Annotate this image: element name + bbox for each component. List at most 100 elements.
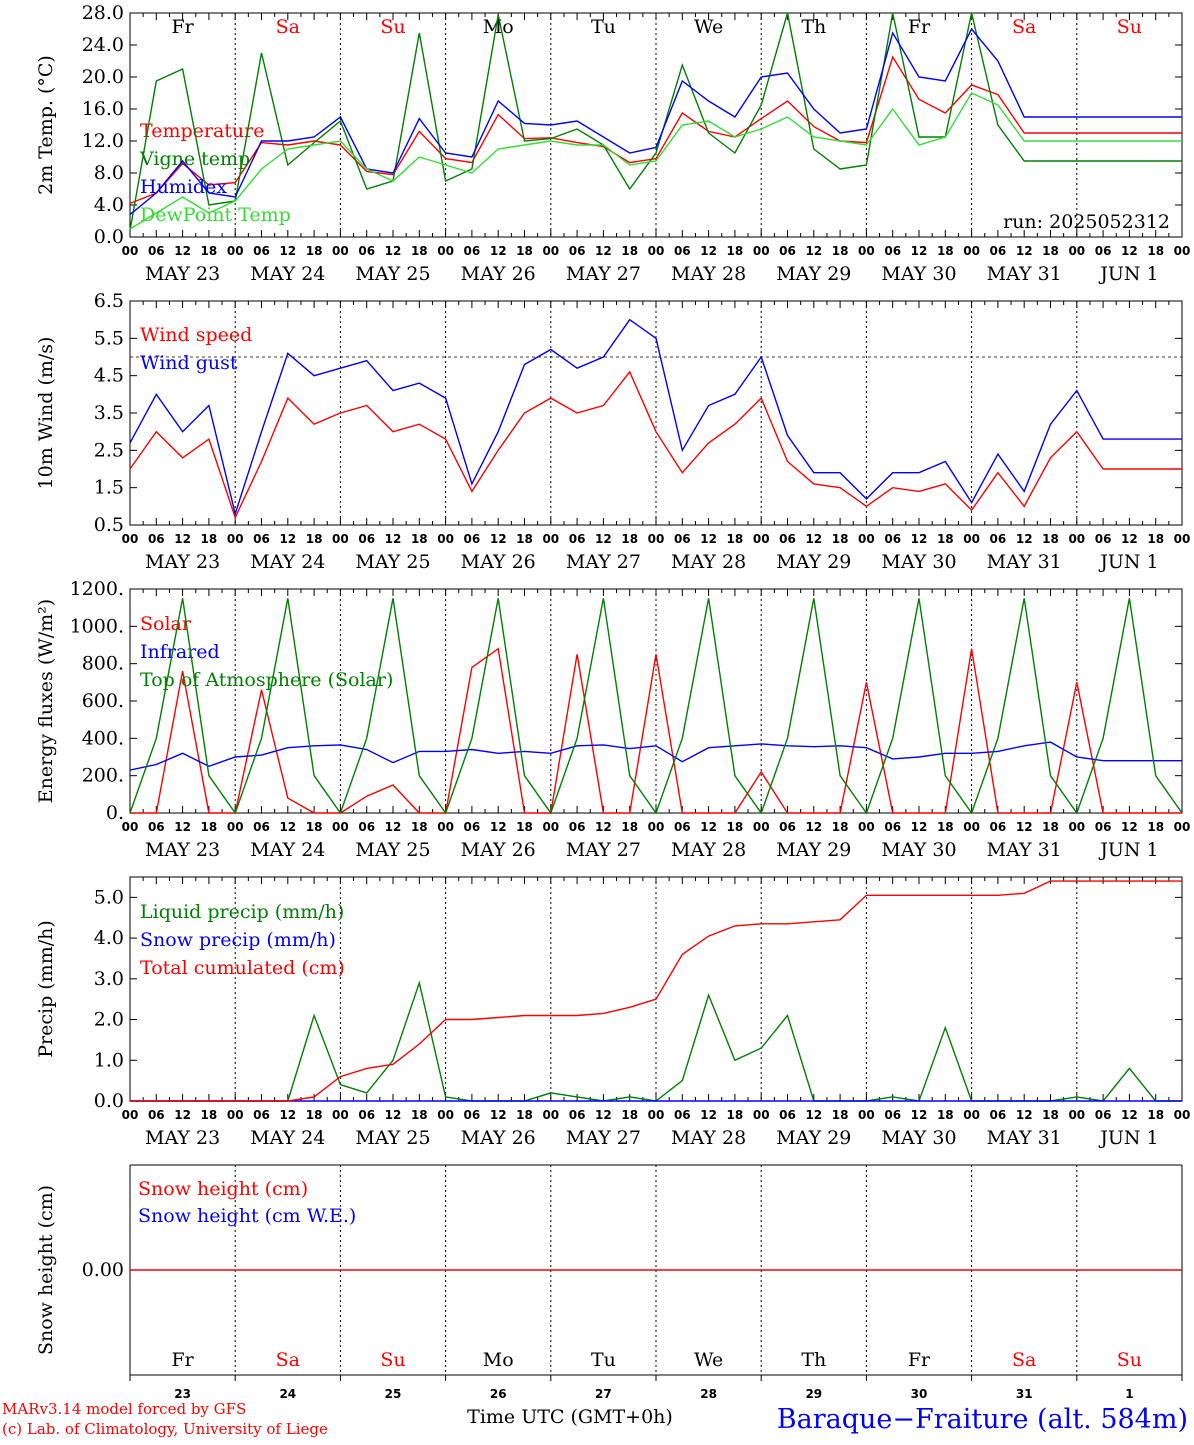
hour-label: 18 [306,820,323,834]
legend-entry: DewPoint Temp [140,204,291,226]
date-label: MAY 27 [566,551,641,573]
hour-label: 00 [332,1108,349,1122]
hour-label: 00 [963,532,980,546]
day-number: 30 [911,1387,928,1401]
date-label: MAY 30 [881,1127,956,1149]
hour-label: 12 [805,820,822,834]
hour-label: 06 [779,820,796,834]
hour-label: 06 [674,1108,691,1122]
y-tick-label: 8.0 [94,162,124,184]
weekday-label: Sa [276,1349,300,1371]
date-label: MAY 28 [671,1127,746,1149]
hour-label: 00 [858,1108,875,1122]
hour-label: 12 [805,1108,822,1122]
date-label: MAY 30 [881,551,956,573]
date-label: MAY 24 [250,839,325,861]
date-label: MAY 29 [776,263,851,285]
hour-label: 00 [122,820,139,834]
hour-label: 12 [1121,532,1138,546]
hour-label: 06 [253,820,270,834]
hour-label: 00 [1068,532,1085,546]
panel-5: Fr 23 Sa 24 Su 25 Mo 26 Tu 27 We 28 Th 29 Fr 30 Sa 31 Su 1 0… [35,1164,1183,1401]
date-label: MAY 31 [987,839,1062,861]
hour-label: 00 [542,820,559,834]
hour-label: 00 [963,244,980,258]
series-line-top-of-atmosphere-solar- [129,598,1183,815]
hour-label: 06 [779,532,796,546]
y-tick-label: 12.0 [82,130,124,152]
date-label: MAY 28 [671,839,746,861]
hour-label: 18 [201,532,218,546]
y-tick-label: 4.5 [94,365,124,387]
weekday-label: Tu [591,1349,616,1371]
hour-label: 18 [727,1108,744,1122]
series-line-humidex [129,27,1182,216]
hour-label: 00 [122,532,139,546]
hour-label: 18 [937,532,954,546]
hour-label: 12 [490,820,507,834]
hour-label: 00 [437,532,454,546]
hour-label: 06 [990,532,1007,546]
hour-label: 12 [1016,820,1033,834]
hour-label: 18 [727,532,744,546]
hour-label: 12 [174,1108,191,1122]
panel-4: 00 06 12 18 00 06 12 18 00 06 12 18 00 06 12 18 00 06 12 18… [35,876,1190,1149]
hour-label: 06 [569,820,586,834]
date-label: MAY 23 [145,263,220,285]
weekday-label: Fr [171,16,194,38]
hour-label: 12 [1016,244,1033,258]
hour-label: 06 [990,244,1007,258]
weekday-label: Su [1117,1349,1142,1371]
y-axis-label: Energy fluxes (W/m²) [35,599,57,803]
date-label: JUN 1 [1098,839,1158,861]
hour-label: 18 [516,1108,533,1122]
hour-label: 18 [621,532,638,546]
hour-label: 00 [227,532,244,546]
date-label: MAY 23 [145,551,220,573]
date-label: MAY 29 [776,1127,851,1149]
hour-label: 00 [1174,532,1191,546]
hour-label: 06 [779,1108,796,1122]
hour-label: 12 [385,1108,402,1122]
y-tick-label: 1.0 [94,1049,124,1071]
hour-label: 00 [753,1108,770,1122]
y-tick-label: 28.0 [82,2,124,24]
y-tick-label: 200. [82,765,124,787]
weekday-label: Sa [276,16,300,38]
legend-entry: Top of Atmosphere (Solar) [140,669,393,691]
hour-label: 18 [832,1108,849,1122]
hour-label: 06 [674,820,691,834]
hour-label: 18 [516,820,533,834]
weekday-label: Th [801,16,826,38]
y-axis-label: Snow height (cm) [35,1185,57,1355]
hour-label: 00 [858,244,875,258]
hour-label: 06 [884,820,901,834]
hour-label: 06 [358,532,375,546]
hour-label: 06 [569,532,586,546]
legend-entry: Wind speed [140,324,252,346]
series-line-total-cumulated-cm- [130,880,1182,1102]
day-number: 29 [805,1387,822,1401]
legend-entry: Snow precip (mm/h) [140,929,336,951]
hour-label: 00 [1174,820,1191,834]
hour-label: 18 [306,244,323,258]
hour-label: 18 [727,244,744,258]
day-number: 25 [385,1387,402,1401]
y-tick-label: 4.0 [94,194,124,216]
y-tick-label: 24.0 [82,34,124,56]
hour-label: 18 [937,820,954,834]
series-line-vigne-temp [129,12,1182,231]
date-label: MAY 24 [250,551,325,573]
panel-1: 00 06 12 18 00 06 12 18 00 06 12 18 00 06 12 18 00 06 12 18… [35,2,1190,285]
hour-label: 00 [437,1108,454,1122]
hour-label: 06 [148,1108,165,1122]
legend-entry: Vigne temp [139,148,250,170]
hour-label: 06 [884,532,901,546]
y-tick-label: 5.0 [94,886,124,908]
hour-label: 12 [700,820,717,834]
date-label: MAY 24 [250,1127,325,1149]
weekday-label: Fr [171,1349,194,1371]
y-tick-label: 2.5 [94,439,124,461]
hour-label: 18 [621,1108,638,1122]
hour-label: 12 [595,532,612,546]
